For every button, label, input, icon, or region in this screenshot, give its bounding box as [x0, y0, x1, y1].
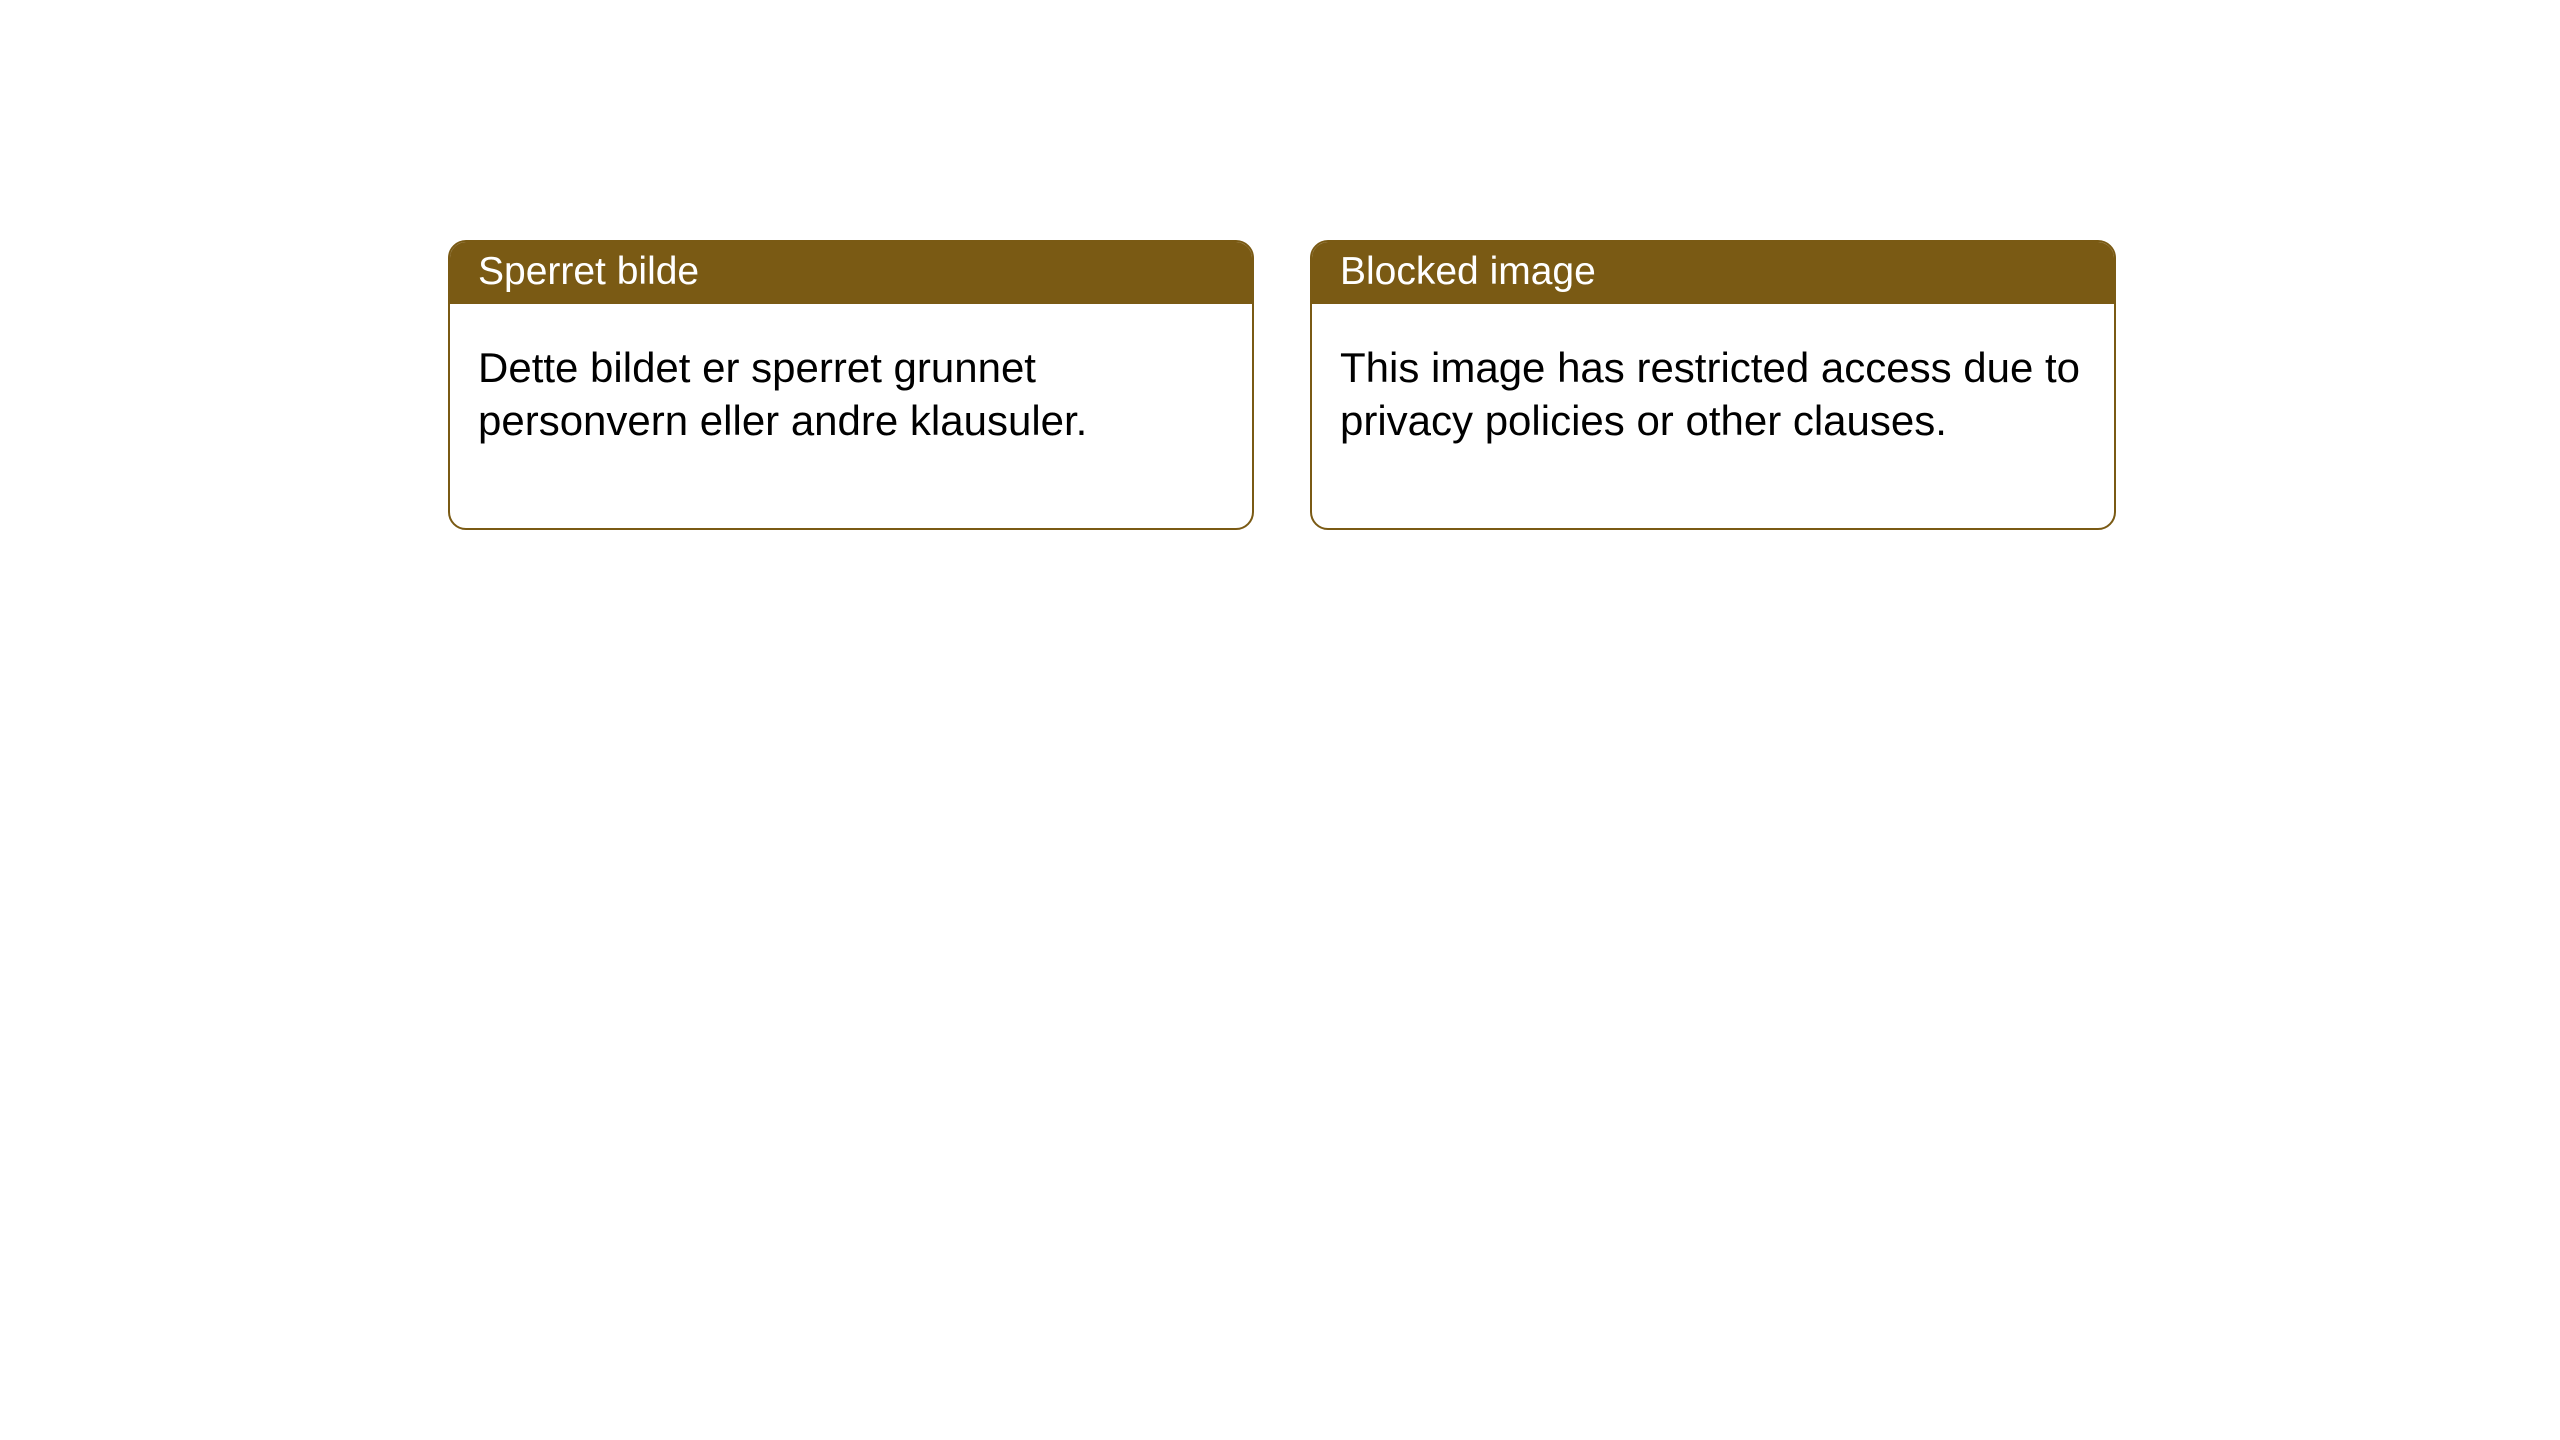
- notice-body: This image has restricted access due to …: [1312, 304, 2114, 528]
- notice-container: Sperret bilde Dette bildet er sperret gr…: [0, 0, 2560, 530]
- notice-header: Sperret bilde: [450, 242, 1252, 304]
- notice-card-norwegian: Sperret bilde Dette bildet er sperret gr…: [448, 240, 1254, 530]
- notice-card-english: Blocked image This image has restricted …: [1310, 240, 2116, 530]
- notice-header: Blocked image: [1312, 242, 2114, 304]
- notice-body: Dette bildet er sperret grunnet personve…: [450, 304, 1252, 528]
